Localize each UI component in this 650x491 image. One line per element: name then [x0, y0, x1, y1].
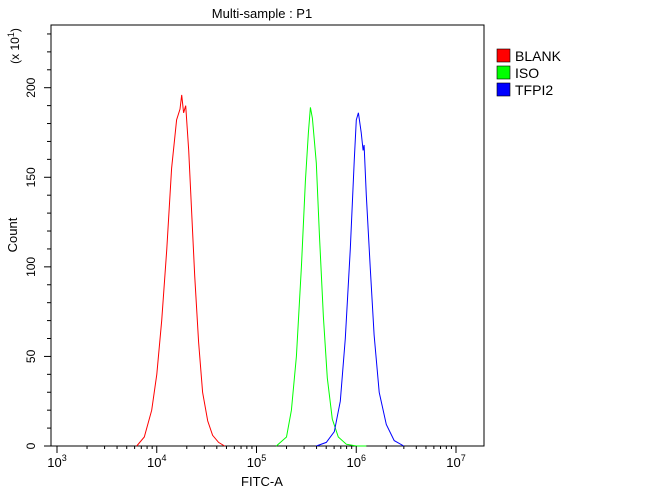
y-tick-label: 0 [24, 442, 38, 449]
legend-swatch-tfpi2 [497, 83, 510, 96]
legend-label-blank: BLANK [515, 48, 562, 64]
y-multiplier-prefix: (x 10 [8, 37, 22, 64]
series-line-blank [137, 95, 225, 446]
plot-frame [51, 25, 484, 446]
legend-label-tfpi2: TFPI2 [515, 82, 553, 98]
series-line-iso [276, 107, 366, 446]
y-axis-label: Count [5, 217, 20, 252]
x-axis-label: FITC-A [241, 474, 283, 489]
plot-area [137, 95, 404, 446]
x-tick-exponent: 7 [461, 453, 466, 463]
y-tick-label: 100 [24, 257, 38, 277]
x-tick-base: 10 [47, 455, 61, 470]
y-tick-label: 150 [24, 167, 38, 187]
x-tick-label: 103 [47, 453, 66, 470]
x-tick-label: 104 [147, 453, 166, 470]
x-tick-exponent: 3 [62, 453, 67, 463]
x-tick-label: 106 [347, 453, 366, 470]
x-tick-label: 105 [247, 453, 266, 470]
x-tick-base: 10 [347, 455, 361, 470]
y-multiplier-suffix: ) [8, 28, 22, 32]
legend-swatch-iso [497, 66, 510, 79]
y-axis: 0 50 100 150 200 [24, 34, 51, 449]
x-tick-exponent: 5 [261, 453, 266, 463]
x-axis: 103 104 105 106 107 [47, 446, 465, 470]
y-tick-label: 50 [24, 349, 38, 363]
legend-swatch-blank [497, 49, 510, 62]
x-tick-base: 10 [446, 455, 460, 470]
x-tick-base: 10 [147, 455, 161, 470]
x-tick-exponent: 4 [161, 453, 166, 463]
y-multiplier-label: (x 101) [6, 28, 22, 64]
y-tick-label: 200 [24, 77, 38, 97]
x-tick-base: 10 [247, 455, 261, 470]
legend-label-iso: ISO [515, 65, 539, 81]
x-tick-exponent: 6 [361, 453, 366, 463]
x-tick-label: 107 [446, 453, 465, 470]
chart-title: Multi-sample : P1 [212, 6, 312, 21]
